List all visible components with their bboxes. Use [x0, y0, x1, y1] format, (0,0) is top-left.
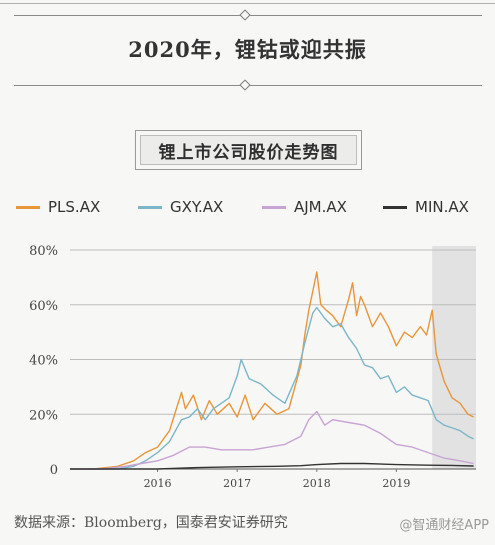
legend-item-gxy: GXY.AX: [138, 194, 223, 220]
series-line-pls-ax: [70, 271, 474, 470]
shaded-region: [432, 246, 476, 469]
data-source: 数据来源：Bloomberg，国泰君安证券研究: [14, 515, 288, 531]
x-tick-label-2019: 2019: [382, 477, 410, 490]
series-line-gxy-ax: [70, 306, 474, 470]
stock-price-chart: 0 20% 40% 60% 80% 2016 2017 2018 2019: [29, 244, 476, 490]
top-frame: [0, 0, 495, 8]
legend-item-ajm: AJM.AX: [262, 194, 347, 220]
y-tick-label-0: 0: [50, 463, 58, 478]
legend-swatch-min: [383, 205, 407, 209]
x-tick-label-2016: 2016: [144, 477, 172, 490]
y-tick-label-80: 80%: [29, 244, 58, 259]
legend-label-pls: PLS.AX: [48, 198, 101, 216]
legend-label-ajm: AJM.AX: [294, 198, 347, 216]
diamond-ornament-bottom: [239, 79, 251, 91]
y-tick-label-40: 40%: [29, 354, 58, 369]
legend-item-min: MIN.AX: [383, 194, 469, 220]
x-tick-label-2018: 2018: [303, 477, 331, 490]
chart-title-box: 锂上市公司股价走势图: [135, 130, 362, 170]
watermark: @智通财经APP: [399, 518, 489, 533]
diamond-ornament-top: [239, 9, 251, 21]
legend-item-pls: PLS.AX: [16, 194, 100, 220]
chart-legend: PLS.AX GXY.AX AJM.AX MIN.AX: [0, 194, 495, 220]
legend-swatch-ajm: [262, 205, 286, 209]
legend-swatch-pls: [16, 205, 40, 209]
legend-label-min: MIN.AX: [415, 198, 469, 216]
y-tick-label-20: 20%: [29, 408, 58, 423]
series-line-ajm-ax: [70, 410, 474, 470]
chart-title: 锂上市公司股价走势图: [140, 135, 357, 165]
y-tick-label-60: 60%: [29, 299, 58, 314]
legend-label-gxy: GXY.AX: [170, 198, 224, 216]
title-banner: 2020年，锂钴或迎共振: [0, 9, 495, 91]
series-line-min-ax: [70, 462, 474, 470]
legend-swatch-gxy: [138, 205, 162, 209]
page-title: 2020年，锂钴或迎共振: [128, 37, 367, 62]
x-tick-label-2017: 2017: [223, 477, 251, 490]
